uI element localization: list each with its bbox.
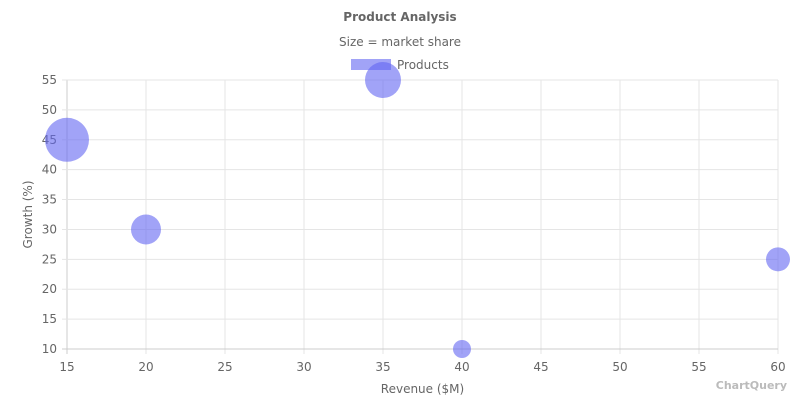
y-tick-label: 10 bbox=[42, 342, 57, 356]
x-tick-label: 35 bbox=[375, 360, 390, 374]
legend-swatch-products[interactable] bbox=[351, 59, 391, 70]
watermark: ChartQuery bbox=[715, 379, 787, 392]
x-axis-title: Revenue ($M) bbox=[381, 382, 464, 396]
x-tick-label: 30 bbox=[296, 360, 311, 374]
y-tick-label: 15 bbox=[42, 312, 57, 326]
x-tick-label: 20 bbox=[138, 360, 153, 374]
chart-subtitle: Size = market share bbox=[339, 35, 461, 49]
x-tick-label: 60 bbox=[770, 360, 785, 374]
x-tick-label: 45 bbox=[533, 360, 548, 374]
y-tick-label: 40 bbox=[42, 163, 57, 177]
chart-title: Product Analysis bbox=[343, 10, 457, 24]
bubble-point[interactable] bbox=[131, 214, 161, 245]
y-tick-label: 35 bbox=[42, 193, 57, 207]
y-tick-label: 50 bbox=[42, 103, 57, 117]
bubble-point[interactable] bbox=[453, 340, 471, 358]
x-tick-label: 55 bbox=[691, 360, 706, 374]
bubble-point[interactable] bbox=[365, 62, 401, 98]
y-tick-label: 20 bbox=[42, 282, 57, 296]
bubble-point[interactable] bbox=[766, 247, 790, 272]
y-tick-label: 30 bbox=[42, 222, 57, 236]
y-tick-label: 25 bbox=[42, 252, 57, 266]
x-tick-label: 40 bbox=[454, 360, 469, 374]
y-tick-label: 55 bbox=[42, 73, 57, 87]
x-tick-label: 15 bbox=[59, 360, 74, 374]
x-tick-label: 50 bbox=[612, 360, 627, 374]
y-axis-title: Growth (%) bbox=[21, 180, 35, 248]
bubble-point[interactable] bbox=[45, 117, 89, 162]
x-tick-label: 25 bbox=[217, 360, 232, 374]
legend-label-products[interactable]: Products bbox=[397, 58, 449, 72]
